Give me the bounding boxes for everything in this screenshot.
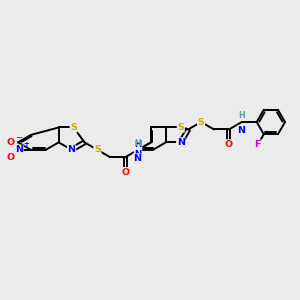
Text: O: O bbox=[7, 138, 15, 147]
Text: +: + bbox=[23, 141, 29, 147]
Text: N: N bbox=[15, 145, 23, 154]
Text: O: O bbox=[121, 168, 129, 177]
Text: F: F bbox=[255, 140, 261, 149]
Text: N: N bbox=[133, 154, 141, 163]
Text: O: O bbox=[225, 140, 233, 149]
Text: N: N bbox=[237, 126, 245, 135]
Text: S: S bbox=[94, 145, 101, 154]
Text: H: H bbox=[135, 139, 142, 148]
Text: O: O bbox=[7, 153, 15, 162]
Text: H: H bbox=[238, 111, 245, 120]
Text: S: S bbox=[70, 123, 77, 132]
Text: N: N bbox=[68, 145, 76, 154]
Text: S: S bbox=[177, 123, 184, 132]
Text: N: N bbox=[177, 138, 185, 147]
Text: H
N: H N bbox=[134, 140, 142, 160]
Text: S: S bbox=[198, 118, 205, 127]
Text: −: − bbox=[15, 134, 22, 142]
